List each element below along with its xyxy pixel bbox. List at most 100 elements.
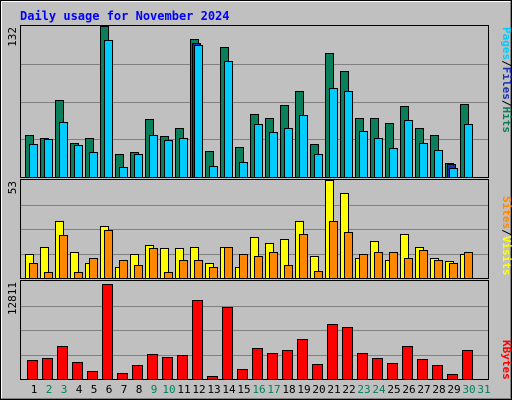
sites-bar-day-9 xyxy=(149,248,158,279)
day-label-9: 9 xyxy=(151,383,158,396)
kbytes-bar-day-7 xyxy=(117,373,128,380)
legend-middle-part-0: Sites xyxy=(500,196,512,229)
kbytes-bar-day-21 xyxy=(327,324,338,380)
sites-bar-day-7 xyxy=(119,260,128,279)
chart-title: Daily usage for November 2024 xyxy=(20,9,230,23)
kbytes-bar-day-2 xyxy=(42,358,53,380)
sites-bar-day-17 xyxy=(269,252,278,279)
day-label-11: 11 xyxy=(177,383,190,396)
legend-pages-files-hits: Pages/Files/Hits xyxy=(500,27,512,133)
sites-bar-day-5 xyxy=(89,258,98,279)
legend-sites-visits: Sites/Visits xyxy=(500,196,512,276)
sites-bar-day-14 xyxy=(224,247,233,279)
sites-bar-day-24 xyxy=(374,252,383,279)
sites-bar-day-20 xyxy=(314,271,323,279)
pages-bar-day-28 xyxy=(434,150,443,178)
pages-bar-day-16 xyxy=(254,124,263,178)
kbytes-bar-day-30 xyxy=(462,350,473,380)
sites-bar-day-8 xyxy=(134,265,143,279)
sites-bar-day-1 xyxy=(29,263,38,279)
kbytes-bar-day-24 xyxy=(372,358,383,380)
kbytes-bar-day-19 xyxy=(297,339,308,380)
sites-bar-day-25 xyxy=(389,252,398,279)
legend-middle-part-1: / xyxy=(500,229,512,236)
day-label-7: 7 xyxy=(121,383,128,396)
day-label-29: 29 xyxy=(447,383,460,396)
day-label-30: 30 xyxy=(462,383,475,396)
kbytes-bar-day-9 xyxy=(147,354,158,380)
sites-bar-day-22 xyxy=(344,232,353,279)
day-axis-labels: 1 2 3 4 5 6 7 8 9 10 11 12 13 14 15 16 17 18 19 20 21 22 23 24 2… xyxy=(31,383,491,396)
pages-bar-day-10 xyxy=(164,140,173,178)
pages-bar-day-14 xyxy=(224,61,233,178)
top-max-label: 132 xyxy=(6,27,19,47)
sites-bar-day-30 xyxy=(464,252,473,279)
sites-bar-day-28 xyxy=(434,260,443,279)
pages-bar-day-18 xyxy=(284,128,293,178)
legend-top-part-2: Files xyxy=(500,67,512,100)
kbytes-bar-day-14 xyxy=(222,307,233,380)
day-label-26: 26 xyxy=(402,383,415,396)
kbytes-bar-day-1 xyxy=(27,360,38,380)
bottom-max-label: 12811 xyxy=(6,282,19,315)
kbytes-bar-day-28 xyxy=(432,365,443,380)
pages-bar-day-27 xyxy=(419,143,428,178)
pages-bar-day-26 xyxy=(404,120,413,178)
day-label-24: 24 xyxy=(372,383,386,396)
day-label-10: 10 xyxy=(162,383,175,396)
pages-bar-day-6 xyxy=(104,40,113,178)
day-label-8: 8 xyxy=(136,383,143,396)
pages-bar-day-3 xyxy=(59,122,68,178)
sites-bar-day-2 xyxy=(44,272,53,279)
day-label-3: 3 xyxy=(61,383,68,396)
kbytes-bar-day-10 xyxy=(162,357,173,380)
pages-bar-day-15 xyxy=(239,162,248,178)
legend-bottom-part-0: KBytes xyxy=(500,340,512,380)
day-label-14: 14 xyxy=(222,383,236,396)
kbytes-bar-day-11 xyxy=(177,355,188,380)
pages-bar-day-19 xyxy=(299,115,308,178)
day-label-1: 1 xyxy=(31,383,38,396)
day-label-18: 18 xyxy=(282,383,295,396)
kbytes-bar-day-15 xyxy=(237,369,248,380)
sites-bar-day-19 xyxy=(299,234,308,279)
day-label-13: 13 xyxy=(207,383,220,396)
sites-bar-day-27 xyxy=(419,250,428,279)
pages-bar-day-25 xyxy=(389,148,398,178)
sites-bar-day-13 xyxy=(209,267,218,279)
pages-bar-day-17 xyxy=(269,132,278,178)
kbytes-bar-day-27 xyxy=(417,359,428,380)
day-label-5: 5 xyxy=(91,383,98,396)
sites-bar-day-18 xyxy=(284,265,293,279)
day-label-6: 6 xyxy=(106,383,113,396)
sites-bar-day-23 xyxy=(359,254,368,279)
day-label-20: 20 xyxy=(312,383,325,396)
day-label-16: 16 xyxy=(252,383,265,396)
day-label-25: 25 xyxy=(387,383,400,396)
pages-bar-day-21 xyxy=(329,88,338,178)
kbytes-bar-day-13 xyxy=(207,376,218,380)
kbytes-bar-day-16 xyxy=(252,348,263,380)
pages-bar-day-23 xyxy=(359,131,368,178)
pages-bar-day-4 xyxy=(74,145,83,178)
kbytes-bar-day-17 xyxy=(267,353,278,380)
pages-bar-day-22 xyxy=(344,91,353,178)
pages-bar-day-24 xyxy=(374,138,383,178)
kbytes-bar-day-20 xyxy=(312,364,323,380)
bars xyxy=(25,26,473,380)
day-label-23: 23 xyxy=(357,383,370,396)
day-label-15: 15 xyxy=(237,383,250,396)
pages-bar-day-5 xyxy=(89,152,98,178)
sites-bar-day-3 xyxy=(59,235,68,279)
day-label-28: 28 xyxy=(432,383,445,396)
kbytes-bar-day-6 xyxy=(102,284,113,380)
kbytes-bar-day-25 xyxy=(387,363,398,380)
kbytes-bar-day-29 xyxy=(447,374,458,380)
sites-bar-day-26 xyxy=(404,258,413,279)
pages-bar-day-20 xyxy=(314,154,323,178)
sites-bar-day-16 xyxy=(254,256,263,279)
sites-bar-day-4 xyxy=(74,272,83,279)
sites-bar-day-15 xyxy=(239,254,248,279)
day-label-27: 27 xyxy=(417,383,430,396)
sites-bar-day-11 xyxy=(179,260,188,279)
